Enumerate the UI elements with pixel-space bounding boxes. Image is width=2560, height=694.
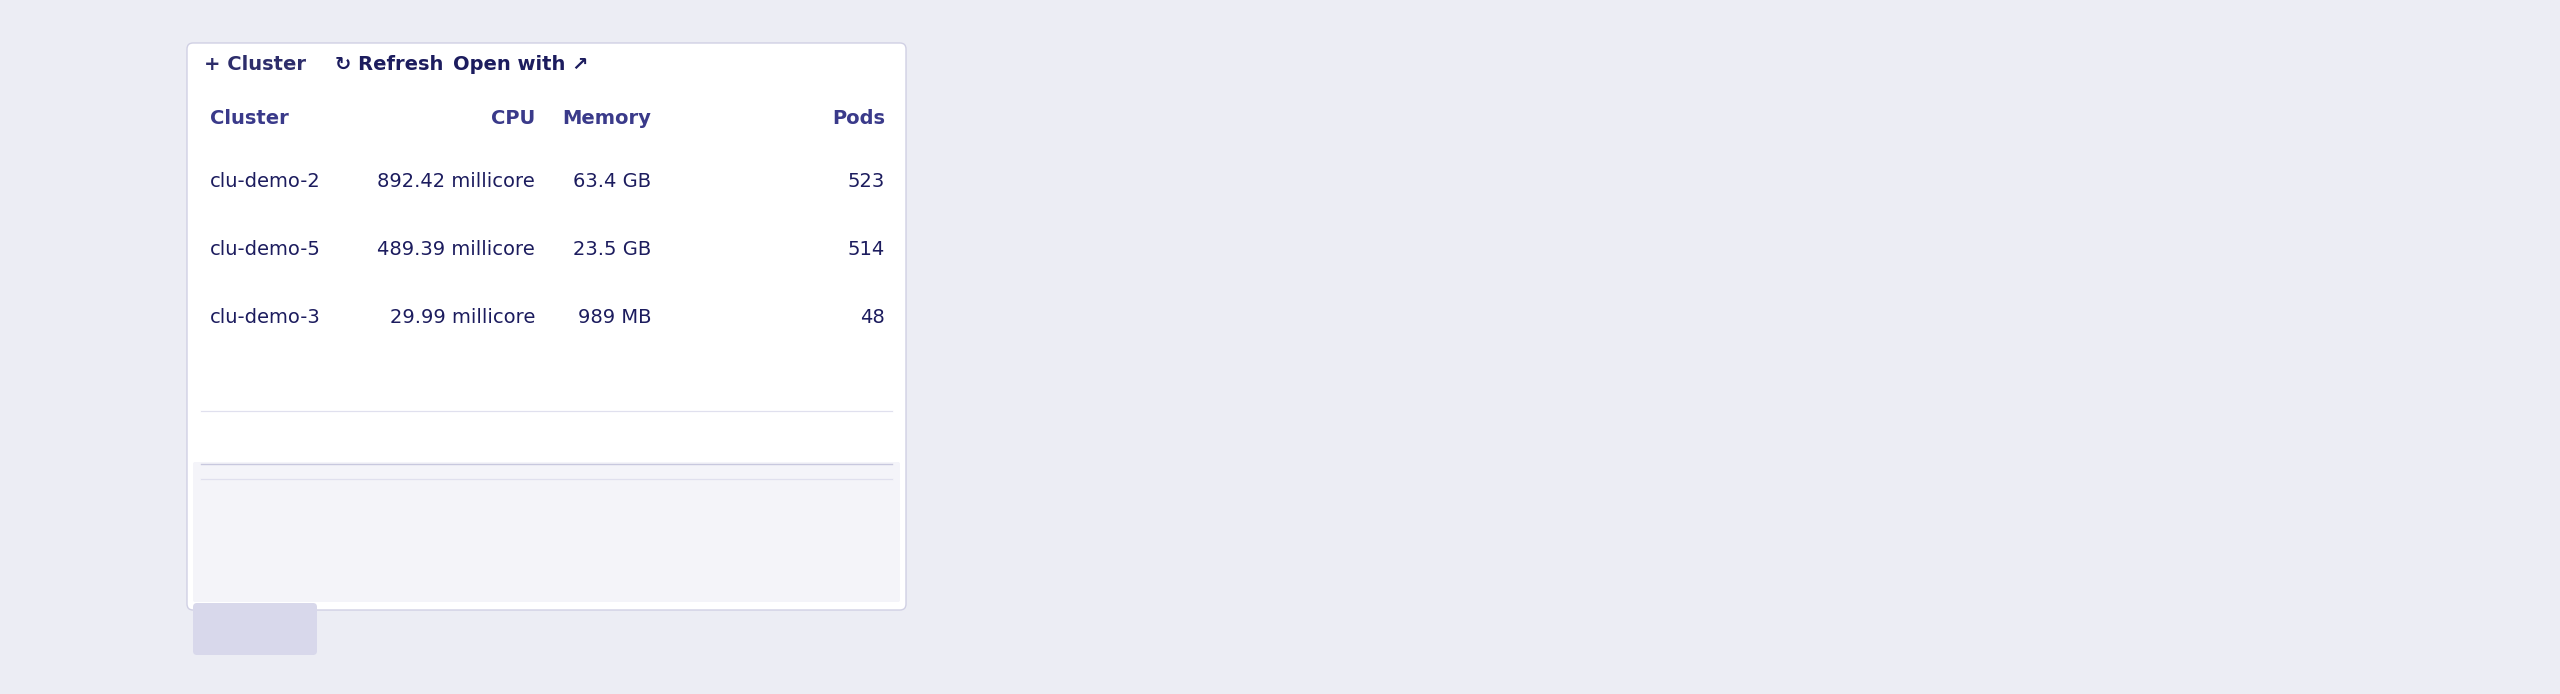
FancyBboxPatch shape (187, 43, 906, 610)
Text: ↻ Refresh: ↻ Refresh (335, 55, 443, 74)
Text: clu-demo-2: clu-demo-2 (210, 171, 320, 190)
Text: + Cluster: + Cluster (205, 55, 307, 74)
Text: 514: 514 (847, 239, 886, 258)
Text: 48: 48 (860, 307, 886, 326)
Text: clu-demo-3: clu-demo-3 (210, 307, 320, 326)
Text: clu-demo-5: clu-demo-5 (210, 239, 320, 258)
Text: 989 MB: 989 MB (579, 307, 650, 326)
Text: 523: 523 (847, 171, 886, 190)
Text: 23.5 GB: 23.5 GB (573, 239, 650, 258)
Text: 63.4 GB: 63.4 GB (573, 171, 650, 190)
Text: CPU: CPU (492, 108, 535, 128)
Text: Memory: Memory (563, 108, 650, 128)
Text: 29.99 millicore: 29.99 millicore (389, 307, 535, 326)
Text: 489.39 millicore: 489.39 millicore (376, 239, 535, 258)
Text: Pods: Pods (832, 108, 886, 128)
Text: Open with ↗: Open with ↗ (453, 55, 589, 74)
FancyBboxPatch shape (192, 603, 317, 655)
Text: 892.42 millicore: 892.42 millicore (376, 171, 535, 190)
FancyBboxPatch shape (192, 462, 901, 602)
Text: Cluster: Cluster (210, 108, 289, 128)
